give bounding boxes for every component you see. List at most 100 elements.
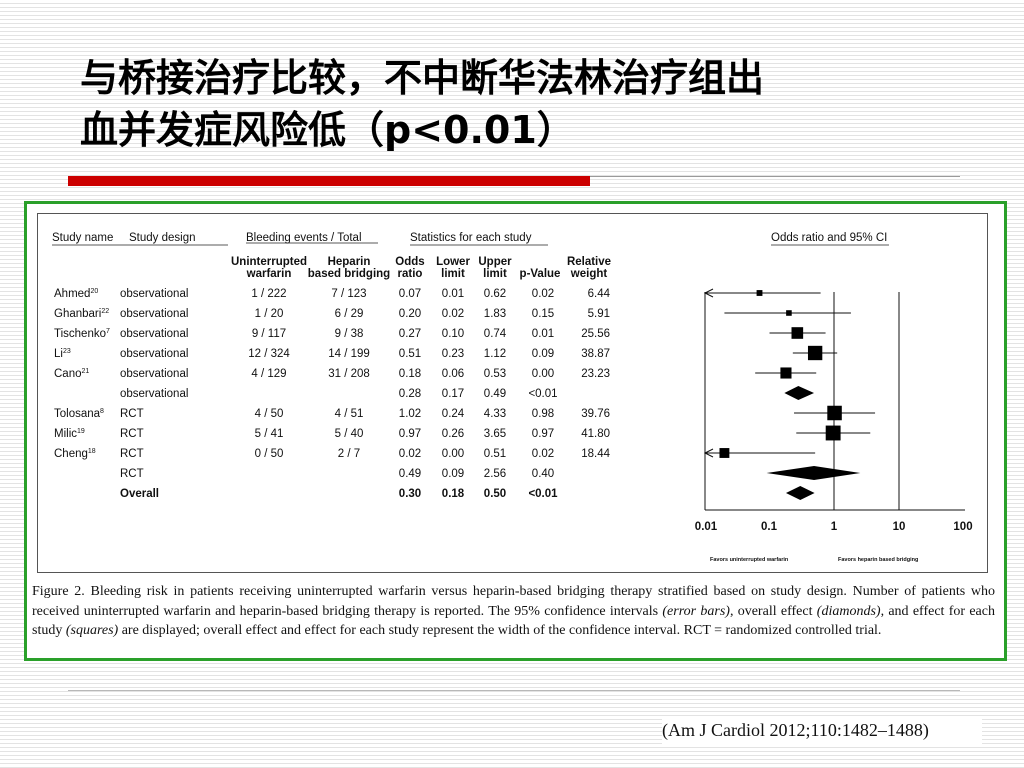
- column-header-col_hb-line1: Heparin: [328, 256, 371, 268]
- cell-uw-row-4: 4 / 129: [251, 368, 286, 380]
- caption-text-4: are displayed; overall effect and effect…: [118, 623, 882, 638]
- cell-weight-row-1: 5.91: [588, 308, 610, 320]
- column-header-col_hb-line2: based bridging: [308, 268, 390, 280]
- cell-or-row-4: 0.18: [399, 368, 421, 380]
- column-header-col_uw-line1: Uninterrupted: [231, 256, 307, 268]
- cell-lower-row-8: 0.00: [442, 448, 464, 460]
- study-name-cano: Cano21: [54, 368, 89, 380]
- study-name-tischenko: Tischenko7: [54, 328, 110, 340]
- effect-square-cano: [780, 367, 792, 379]
- cell-upper-row-8: 0.51: [484, 448, 506, 460]
- cell-upper-row-9: 2.56: [484, 468, 506, 480]
- cell-weight-row-4: 23.23: [581, 368, 610, 380]
- caption-italic-error-bars: (error bars): [662, 603, 730, 619]
- column-header-col_upper-line1: Upper: [478, 256, 512, 268]
- header-study-name: Study name: [52, 232, 113, 244]
- effect-square-cheng: [719, 448, 730, 458]
- header-study-design: Study design: [129, 232, 196, 244]
- study-design-row-6: RCT: [120, 408, 144, 420]
- caption-italic-diamonds: (diamonds): [816, 603, 881, 619]
- cell-or-row-3: 0.51: [399, 348, 421, 360]
- favors-left-label: Favors uninterrupted warfarin: [710, 557, 789, 563]
- study-design-row-7: RCT: [120, 428, 144, 440]
- cell-upper-row-4: 0.53: [484, 368, 506, 380]
- cell-hb-row-8: 2 / 7: [338, 448, 360, 460]
- axis-tick-label-0_1: 0.1: [761, 521, 778, 533]
- cell-or-row-0: 0.07: [399, 288, 421, 300]
- ci-arrow-cheng: [703, 448, 714, 458]
- slide-title: 与桥接治疗比较，不中断华法林治疗组出 血并发症风险低（p<0.01）: [80, 52, 980, 156]
- axis-tick-label-1: 1: [831, 521, 838, 533]
- cell-weight-row-2: 25.56: [581, 328, 610, 340]
- cell-hb-row-0: 7 / 123: [331, 288, 366, 300]
- study-design-row-8: RCT: [120, 448, 144, 460]
- column-header-col_upper-line2: limit: [483, 268, 507, 280]
- title-underline-red: [68, 176, 590, 186]
- study-design-row-1: observational: [120, 308, 188, 320]
- cell-p-row-0: 0.02: [532, 288, 554, 300]
- cell-p-row-5: <0.01: [528, 388, 557, 400]
- cell-or-row-7: 0.97: [399, 428, 421, 440]
- cell-weight-row-7: 41.80: [581, 428, 610, 440]
- header-or-ci: Odds ratio and 95% CI: [771, 232, 887, 244]
- study-design-row-2: observational: [120, 328, 188, 340]
- cell-upper-row-0: 0.62: [484, 288, 506, 300]
- cell-p-row-8: 0.02: [532, 448, 554, 460]
- effect-square-ghanbari: [786, 310, 792, 316]
- cell-lower-row-0: 0.01: [442, 288, 464, 300]
- cell-hb-row-6: 4 / 51: [335, 408, 364, 420]
- figure-frame: Study name Study design Bleeding events / …: [24, 201, 1007, 661]
- study-name-ahmed: Ahmed20: [54, 288, 98, 300]
- cell-upper-row-6: 4.33: [484, 408, 506, 420]
- cell-p-row-10: <0.01: [528, 488, 558, 500]
- study-ref-cano: 21: [82, 368, 90, 375]
- cell-hb-row-7: 5 / 40: [335, 428, 364, 440]
- cell-p-row-6: 0.98: [532, 408, 554, 420]
- study-name-li: Li23: [54, 348, 71, 360]
- ci-arrow-ahmed: [703, 288, 714, 298]
- cell-hb-row-3: 14 / 199: [328, 348, 370, 360]
- figure-caption: Figure 2. Bleeding risk in patients rece…: [32, 582, 995, 641]
- forest-plot: Study name Study design Bleeding events / …: [37, 213, 988, 573]
- cell-or-row-2: 0.27: [399, 328, 421, 340]
- study-name-milic: Milic19: [54, 428, 85, 440]
- effect-square-li: [807, 345, 823, 361]
- cell-lower-row-10: 0.18: [442, 488, 465, 500]
- cell-weight-row-3: 38.87: [581, 348, 610, 360]
- slide-title-line2: 血并发症风险低（p<0.01）: [80, 108, 575, 152]
- cell-hb-row-2: 9 / 38: [335, 328, 364, 340]
- cell-lower-row-2: 0.10: [442, 328, 464, 340]
- axis-tick-label-100: 100: [953, 521, 972, 533]
- cell-uw-row-1: 1 / 20: [255, 308, 284, 320]
- caption-italic-squares: (squares): [65, 623, 119, 638]
- cell-p-row-1: 0.15: [532, 308, 554, 320]
- study-ref-tischenko: 7: [106, 328, 110, 335]
- study-ref-cheng: 18: [88, 448, 96, 455]
- cell-weight-row-6: 39.76: [581, 408, 610, 420]
- cell-or-row-9: 0.49: [399, 468, 421, 480]
- cell-uw-row-6: 4 / 50: [255, 408, 284, 420]
- caption-text-3: , and effect for each study: [32, 603, 995, 639]
- favors-right-label: Favors heparin based bridging: [838, 557, 918, 563]
- study-ref-milic: 19: [77, 428, 85, 435]
- cell-or-row-8: 0.02: [399, 448, 421, 460]
- cell-p-row-9: 0.40: [532, 468, 554, 480]
- cell-upper-row-7: 3.65: [484, 428, 506, 440]
- pooled-diamond-observational: [784, 386, 815, 400]
- cell-p-row-2: 0.01: [532, 328, 554, 340]
- study-design-row-10: Overall: [120, 488, 159, 500]
- effect-square-ahmed: [756, 290, 763, 296]
- effect-square-milic: [825, 425, 841, 441]
- cell-or-row-5: 0.28: [399, 388, 421, 400]
- cell-p-row-3: 0.09: [532, 348, 554, 360]
- cell-upper-row-10: 0.50: [484, 488, 506, 500]
- axis-tick-label-10: 10: [893, 521, 906, 533]
- study-ref-li: 23: [63, 348, 71, 355]
- study-ref-ahmed: 20: [90, 288, 98, 295]
- study-design-row-4: observational: [120, 368, 188, 380]
- cell-uw-row-0: 1 / 222: [251, 288, 286, 300]
- cell-p-row-7: 0.97: [532, 428, 554, 440]
- cell-uw-row-2: 9 / 117: [252, 328, 286, 340]
- column-header-col_uw-line2: warfarin: [246, 268, 292, 280]
- caption-text-1: Figure 2. Bleeding risk in patients rece…: [32, 584, 995, 619]
